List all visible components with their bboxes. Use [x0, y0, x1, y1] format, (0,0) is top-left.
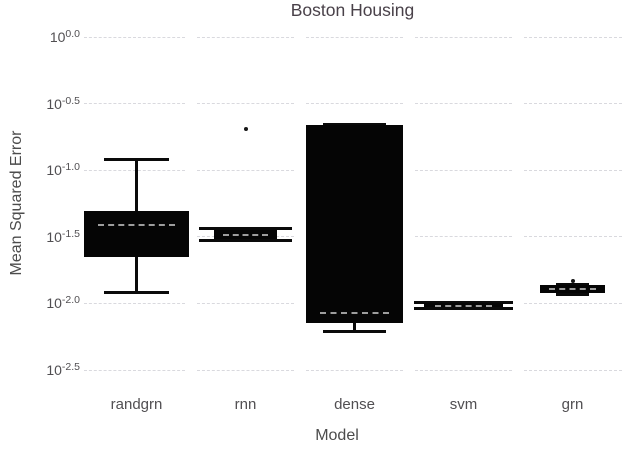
gridline — [524, 103, 622, 105]
y-tick-label: 10-2.5 — [0, 360, 80, 380]
y-tick-exponent: -2.5 — [61, 361, 80, 373]
whisker-cap-low-dense — [323, 329, 386, 333]
whisker-cap-high-rnn — [199, 227, 292, 231]
median-line-rnn — [223, 234, 268, 237]
gridline — [415, 103, 512, 105]
y-tick-label: 10-1.5 — [0, 227, 80, 247]
boxplot-box-dense — [305, 124, 403, 324]
y-tick-label: 10-1.0 — [0, 160, 80, 180]
gridline — [84, 103, 185, 105]
gridline — [415, 236, 512, 238]
x-tick-label-randgrn: randgrn — [110, 396, 163, 413]
gridline — [415, 36, 512, 38]
gridline — [524, 169, 622, 171]
boxplot-box-randgrn — [83, 211, 190, 257]
y-tick-base: 10 — [46, 362, 62, 378]
chart-title: Boston Housing — [290, 0, 415, 20]
median-line-grn — [549, 287, 596, 290]
x-tick-label-dense: dense — [334, 396, 375, 413]
x-tick-label-rnn: rnn — [234, 396, 257, 413]
outlier-dot-rnn — [243, 126, 248, 131]
x-tick-label-svm: svm — [449, 396, 478, 413]
gridline — [306, 103, 403, 105]
y-tick-base: 10 — [46, 228, 62, 245]
gridline — [84, 36, 185, 38]
y-tick-exponent: -0.5 — [61, 94, 80, 107]
median-line-dense — [319, 311, 390, 314]
y-tick-base: 10 — [46, 295, 62, 312]
gridline — [524, 369, 622, 371]
y-axis-title: Mean Squared Error — [8, 130, 25, 276]
gridline — [306, 369, 403, 371]
y-tick-label: 10-0.5 — [0, 94, 80, 114]
y-tick-exponent: 0.0 — [65, 28, 80, 40]
y-tick-exponent: -1.0 — [61, 161, 80, 174]
gridline — [524, 236, 622, 238]
whisker-cap-low-svm — [413, 307, 514, 311]
y-tick-exponent: -2.0 — [61, 294, 80, 307]
whisker-cap-high-randgrn — [103, 158, 170, 162]
gridline — [415, 369, 512, 371]
gridline — [197, 369, 294, 371]
gridline — [197, 169, 294, 171]
y-tick-base: 10 — [49, 29, 66, 45]
y-tick-label: 10-2.0 — [0, 293, 80, 313]
gridline — [197, 103, 294, 105]
gridline — [197, 302, 294, 304]
gridline — [84, 169, 185, 171]
gridline — [524, 302, 622, 304]
x-tick-label-grn: grn — [561, 396, 584, 413]
whisker-cap-low-rnn — [199, 239, 292, 243]
y-tick-base: 10 — [46, 95, 62, 112]
y-tick-label: 100.0 — [0, 27, 80, 47]
x-axis-title: Model — [315, 427, 359, 444]
whisker-cap-high-svm — [413, 300, 514, 304]
gridline — [306, 36, 403, 38]
whisker-cap-low-grn — [556, 292, 589, 296]
gridline — [84, 302, 185, 304]
median-line-randgrn — [98, 223, 175, 226]
y-tick-exponent: -1.5 — [61, 227, 80, 240]
outlier-dot-grn — [570, 279, 575, 284]
gridline — [84, 369, 185, 371]
y-tick-base: 10 — [46, 162, 62, 179]
median-line-svm — [434, 305, 493, 308]
gridline — [415, 169, 512, 171]
gridline — [197, 36, 294, 38]
gridline — [524, 36, 622, 38]
whisker-cap-low-randgrn — [103, 291, 170, 295]
